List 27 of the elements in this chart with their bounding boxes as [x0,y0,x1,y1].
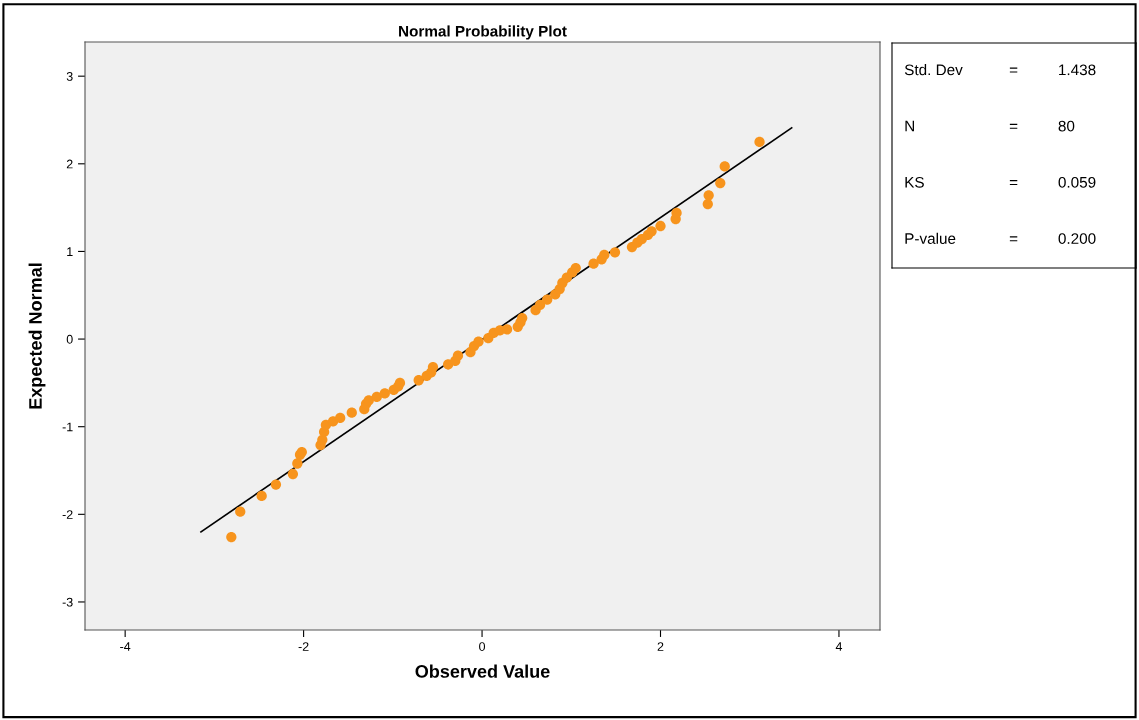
x-tick-label: 0 [479,642,486,651]
y-tick-label: 1 [67,247,73,256]
text: = [1009,67,1018,73]
text: = [1009,180,1018,186]
chart-title: Normal Probability Plot [399,25,567,40]
text: KS [905,176,924,188]
text: N [905,120,914,132]
text: = [1009,123,1018,129]
text: 1.438 [1059,64,1096,76]
y-tick-label: -3 [62,597,73,607]
y-tick-label: 3 [66,71,73,81]
x-tick-label: 2 [657,642,664,651]
y-tick-label: 2 [66,159,73,169]
text: 0.200 [1058,233,1096,244]
text: = [1009,236,1018,242]
text: 80 [1058,120,1075,132]
y-tick-label: -1 [62,422,73,432]
y-tick-label: 0 [66,334,73,344]
x-tick-label: -2 [298,642,309,651]
y-axis-title: Expected Normal [28,263,46,409]
x-axis-title: Observed Value [415,664,550,678]
x-tick-label: -4 [120,642,131,651]
text: P-value [905,232,956,244]
text: Std. Dev [904,64,963,76]
text: 0.059 [1058,176,1096,188]
x-tick-label: 4 [835,642,843,651]
y-tick-label: -2 [62,510,73,519]
